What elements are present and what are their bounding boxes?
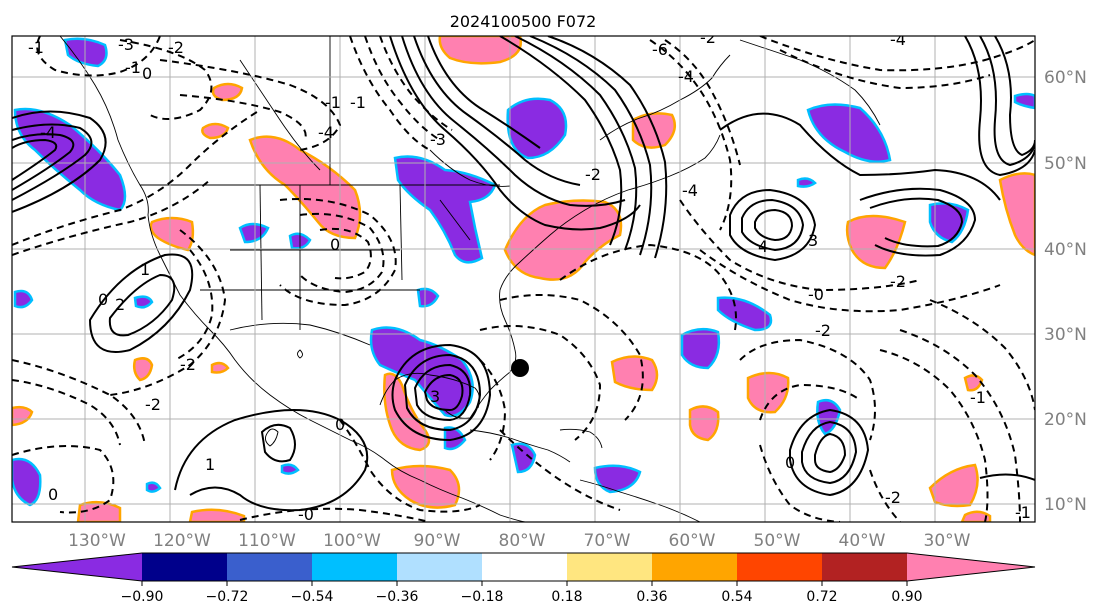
negative-anomaly-regions — [12, 37, 1035, 507]
colorbar-segment — [312, 553, 397, 581]
lon-label: 60°W — [669, 531, 716, 551]
svg-text:-2: -2 — [700, 28, 716, 47]
colorbar-tick-label: 0.54 — [721, 589, 752, 605]
colorbar-tick-label: 0.72 — [806, 589, 837, 605]
svg-text:-6: -6 — [652, 40, 668, 59]
colorbar-tick-label: 0.36 — [636, 589, 667, 605]
colorbar-tick-label: −0.54 — [291, 589, 334, 605]
colorbar-segment — [482, 553, 567, 581]
colorbar-segment — [567, 553, 652, 581]
svg-text:-4: -4 — [890, 30, 906, 49]
colorbar-segment — [227, 553, 312, 581]
colorbar-segment — [737, 553, 822, 581]
colorbar-segment — [907, 553, 1035, 581]
svg-text:0: 0 — [335, 415, 345, 434]
svg-text:-3: -3 — [118, 35, 134, 54]
lon-label: 40°W — [839, 531, 886, 551]
lon-label: 130°W — [68, 531, 126, 551]
colorbar-segment — [397, 553, 482, 581]
svg-text:-1: -1 — [1015, 503, 1031, 522]
colorbar-segment — [142, 553, 227, 581]
lon-label: 120°W — [153, 531, 211, 551]
colorbar-tick-label: −0.90 — [121, 589, 164, 605]
svg-text:-1: -1 — [28, 38, 44, 57]
colorbar-segment — [822, 553, 907, 581]
lat-label: 30°N — [1044, 325, 1087, 345]
svg-text:-2: -2 — [585, 165, 601, 184]
tropical-system-marker — [511, 359, 529, 377]
svg-text:-1: -1 — [350, 93, 366, 112]
colorbar-segment — [652, 553, 737, 581]
lon-label: 80°W — [499, 531, 546, 551]
longitude-labels: 130°W 120°W 110°W 100°W 90°W 80°W 70°W 6… — [68, 531, 971, 551]
svg-text:-4: -4 — [678, 67, 694, 86]
positive-anomaly-regions — [12, 36, 1035, 522]
lat-label: 20°N — [1044, 410, 1087, 430]
svg-text:-0: -0 — [298, 505, 314, 524]
svg-text:1: 1 — [205, 455, 215, 474]
svg-text:-4: -4 — [318, 123, 334, 142]
lon-label: 110°W — [238, 531, 296, 551]
svg-text:0: 0 — [785, 453, 795, 472]
lon-label: 30°W — [924, 531, 971, 551]
lon-label: 50°W — [754, 531, 801, 551]
svg-text:-1: -1 — [125, 58, 141, 77]
svg-text:0: 0 — [330, 235, 340, 254]
svg-text:1: 1 — [140, 260, 150, 279]
svg-text:-2: -2 — [815, 321, 831, 340]
svg-text:-1: -1 — [325, 93, 341, 112]
svg-text:-2: -2 — [145, 395, 161, 414]
svg-text:2: 2 — [115, 295, 125, 314]
svg-text:0: 0 — [48, 485, 58, 504]
colorbar-tick-label: −0.72 — [206, 589, 249, 605]
colorbar-tick-label: 0.18 — [551, 589, 582, 605]
svg-text:0: 0 — [98, 290, 108, 309]
solid-contours — [12, 36, 1035, 512]
map-title: 2024100500 F072 — [450, 12, 597, 31]
colorbar-tick-label: 0.90 — [891, 589, 922, 605]
svg-text:-2: -2 — [885, 488, 901, 507]
colorbar-tick-label: −0.36 — [376, 589, 419, 605]
latitude-labels: 60°N 50°N 40°N 30°N 20°N 10°N — [1044, 68, 1087, 515]
svg-text:-1: -1 — [970, 388, 986, 407]
svg-text:3: 3 — [430, 387, 440, 406]
map-frame — [11, 35, 1036, 523]
map-area: -1 -3 -2 -1 0 -4 -6 -4 -2 -4 -4 -1 -1 -3… — [12, 28, 1035, 524]
lat-label: 40°N — [1044, 240, 1087, 260]
colorbar-segment — [12, 553, 142, 581]
contour-labels: -1 -3 -2 -1 0 -4 -6 -4 -2 -4 -4 -1 -1 -3… — [28, 28, 1031, 524]
svg-text:4: 4 — [758, 237, 768, 256]
dashed-contours — [12, 36, 1035, 522]
colorbar: −0.90 −0.72 −0.54 −0.36 −0.18 0.18 0.36 … — [11, 552, 1036, 605]
lon-label: 90°W — [414, 531, 461, 551]
svg-text:-4: -4 — [682, 181, 698, 200]
svg-text:-2: -2 — [168, 38, 184, 57]
lon-label: 100°W — [323, 531, 381, 551]
svg-text:-3: -3 — [430, 130, 446, 149]
svg-text:0: 0 — [142, 64, 152, 83]
colorbar-tick-label: −0.18 — [461, 589, 504, 605]
lat-label: 50°N — [1044, 154, 1087, 174]
svg-text:3: 3 — [808, 231, 818, 250]
lat-label: 10°N — [1044, 495, 1087, 515]
svg-text:-4: -4 — [40, 123, 56, 142]
svg-text:-0: -0 — [808, 285, 824, 304]
svg-text:-2: -2 — [890, 272, 906, 291]
lat-label: 60°N — [1044, 68, 1087, 88]
svg-text:-2: -2 — [180, 355, 196, 374]
lon-label: 70°W — [584, 531, 631, 551]
